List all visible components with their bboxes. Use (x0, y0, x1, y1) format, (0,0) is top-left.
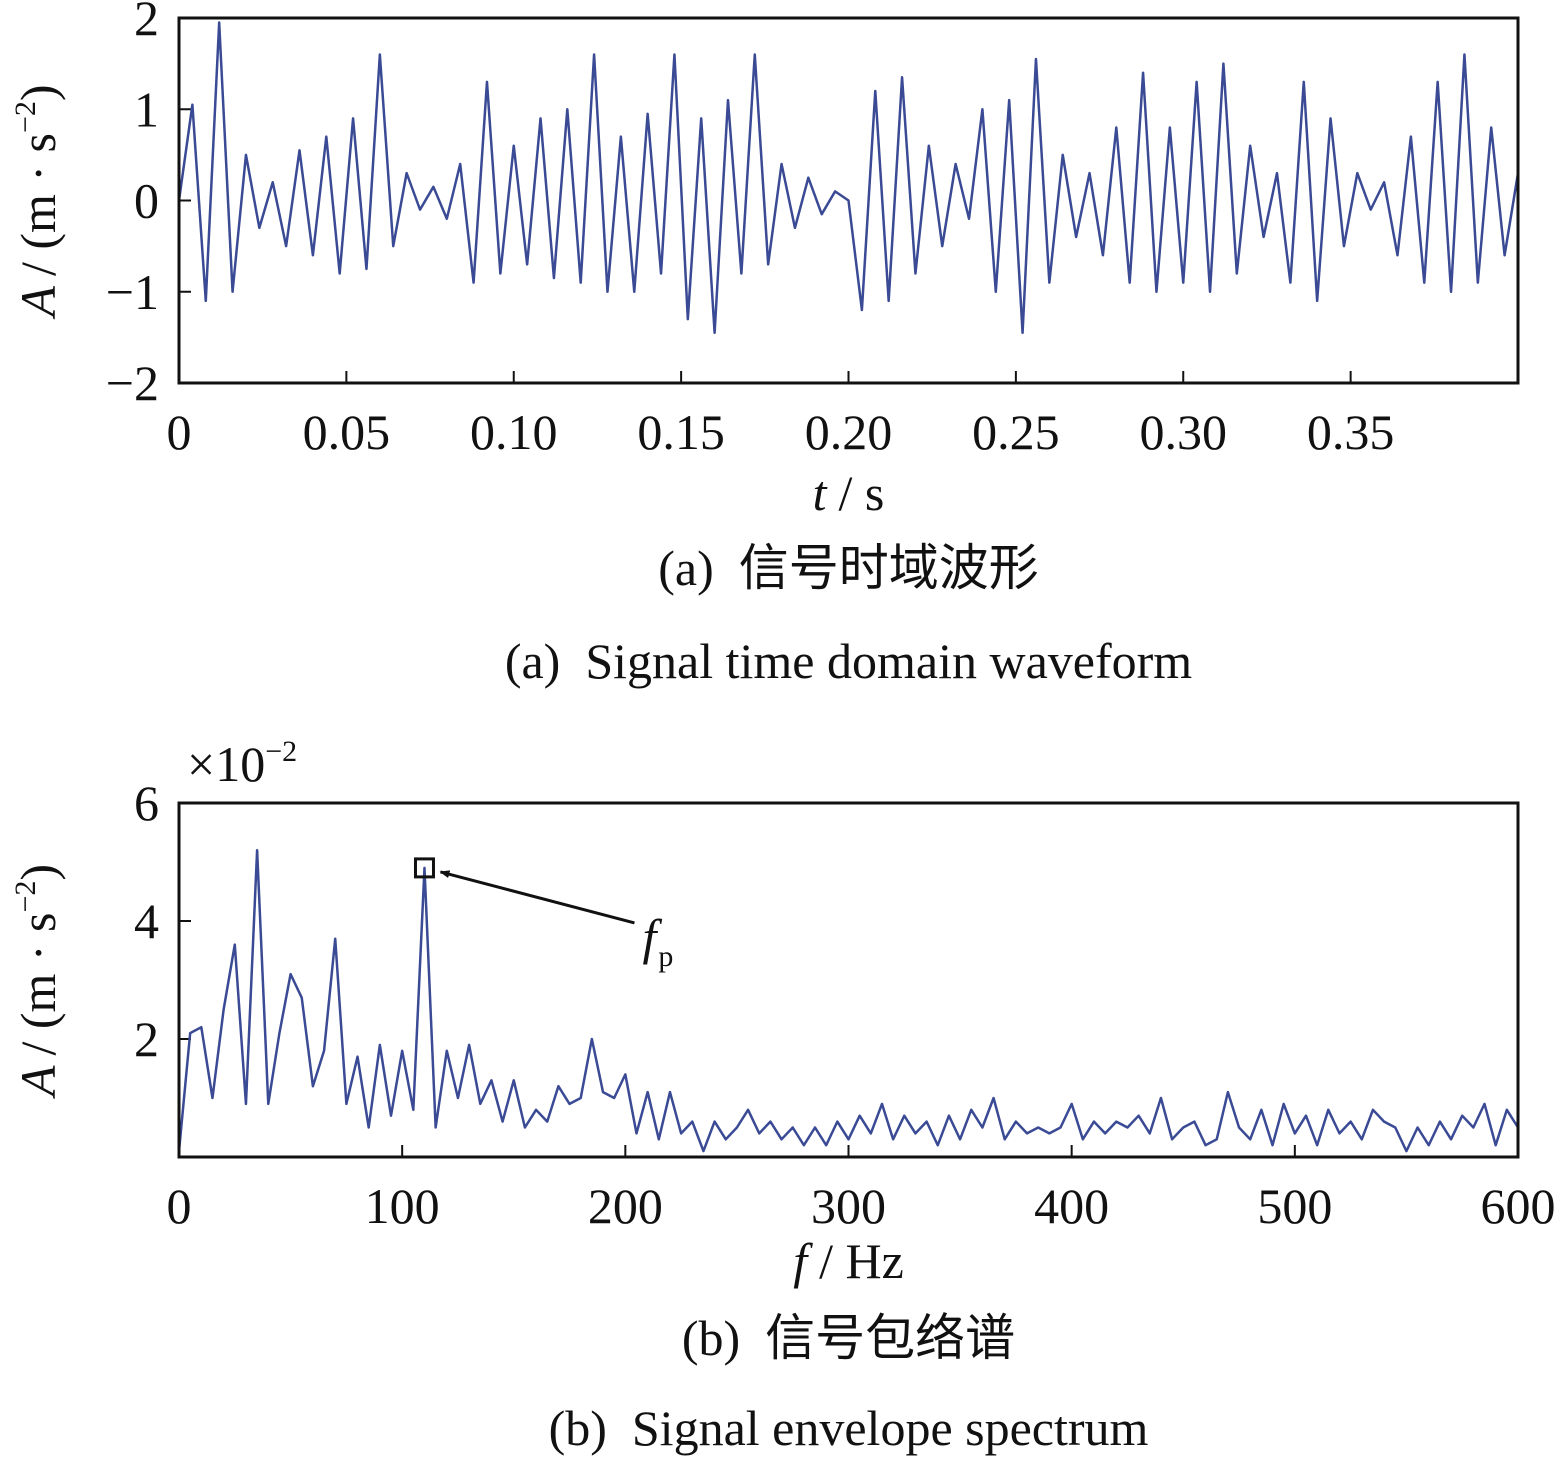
y-scale-label: ×10−2 (187, 735, 297, 792)
x-tick-label: 0 (167, 1178, 192, 1234)
x-axis-label: f / Hz (793, 1233, 904, 1289)
y-scale-base: ×10 (187, 736, 265, 792)
x-tick-label: 400 (1034, 1178, 1109, 1234)
x-tick-label: 0.20 (805, 404, 893, 460)
y-label-var: A (10, 286, 66, 320)
y-label-unit: / (m · s (10, 133, 66, 276)
x-tick-label: 0 (167, 404, 192, 460)
y-tick-label: 2 (134, 1011, 159, 1067)
x-tick-label: 0.05 (303, 404, 391, 460)
y-label-close: ) (10, 84, 66, 101)
annotation-arrow (439, 870, 635, 925)
y-axis-label: A / (m · s−2) (9, 84, 66, 319)
caption: (a) Signal time domain waveform (505, 633, 1192, 689)
y-tick-label: −2 (106, 355, 159, 411)
x-tick-label: 500 (1257, 1178, 1332, 1234)
y-tick-label: 1 (134, 81, 159, 137)
y-axis-label: A / (m · s−2) (9, 864, 66, 1099)
annotation-sub: p (658, 940, 673, 973)
x-tick-label: 300 (811, 1178, 886, 1234)
x-label-unit: / Hz (819, 1233, 904, 1289)
y-label-exp: −2 (9, 881, 42, 913)
y-tick-label: −1 (106, 264, 159, 320)
y-tick-label: 6 (134, 775, 159, 831)
x-tick-label: 0.25 (972, 404, 1060, 460)
x-tick-label: 0.10 (470, 404, 558, 460)
annotation: fp (642, 909, 673, 973)
y-label-exp: −2 (9, 101, 42, 133)
x-label-var: t (813, 465, 828, 521)
y-tick-label: 4 (134, 893, 159, 949)
x-tick-label: 100 (365, 1178, 440, 1234)
caption: (b) Signal envelope spectrum (549, 1400, 1149, 1456)
caption: (a) 信号时域波形 (658, 540, 1039, 596)
y-label-close: ) (10, 864, 66, 881)
x-tick-label: 0.15 (637, 404, 725, 460)
x-tick-label: 0.35 (1307, 404, 1395, 460)
plot-frame (177, 16, 1520, 385)
y-tick-label: 0 (134, 173, 159, 229)
x-tick-label: 0.30 (1140, 404, 1228, 460)
y-label-unit: / (m · s (10, 912, 66, 1055)
x-tick-label: 600 (1481, 1178, 1556, 1234)
x-label-var: f (793, 1233, 813, 1289)
y-scale-exp: −2 (265, 735, 297, 768)
y-label-var: A (10, 1065, 66, 1099)
highlight-marker (413, 857, 435, 879)
caption: (b) 信号包络谱 (682, 1310, 1015, 1366)
plot-frame (177, 801, 1520, 1159)
y-tick-label: 2 (134, 0, 159, 46)
x-label-unit: / s (839, 465, 885, 521)
x-axis-label: t / s (813, 465, 885, 521)
data-line (177, 21, 1520, 335)
data-line (177, 848, 1520, 1153)
x-tick-label: 200 (588, 1178, 663, 1234)
